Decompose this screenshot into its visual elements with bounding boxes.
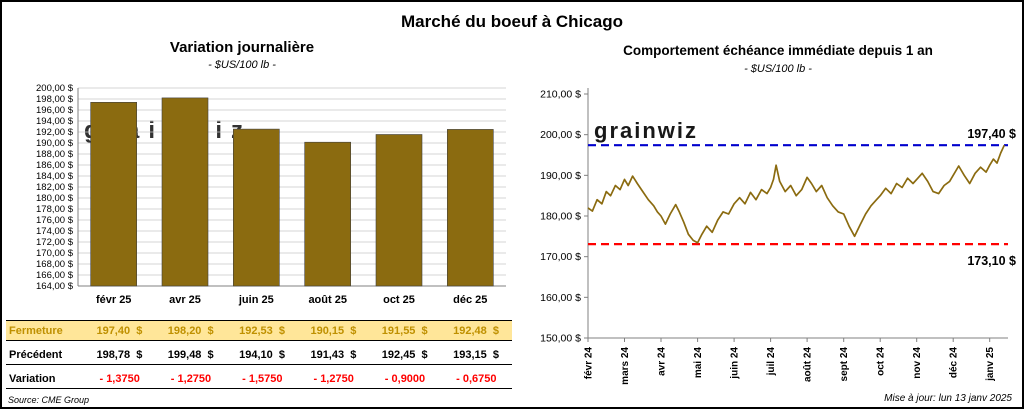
y-tick-label: 166,00 $ (36, 270, 74, 281)
table-cell: 191,43 $ (310, 348, 357, 361)
y-tick-label: 200,00 $ (540, 129, 581, 141)
line-chart-subtitle: - $US/100 lb - (744, 63, 812, 75)
y-tick-label: 184,00 $ (36, 171, 74, 182)
table-cell: - 0,6750 (456, 372, 497, 385)
table-cell: 197,40 $ (96, 324, 143, 337)
page-title: Marché du boeuf à Chicago (401, 12, 623, 31)
x-tick-label: mai 24 (693, 347, 704, 379)
x-tick-label: déc 25 (453, 294, 487, 306)
line-chart-title: Comportement échéance immédiate depuis 1… (623, 43, 933, 58)
x-tick-label: oct 24 (876, 347, 887, 376)
y-tick-label: 170,00 $ (36, 248, 74, 259)
bar-chart-subtitle: - $US/100 lb - (208, 59, 276, 71)
y-tick-label: 190,00 $ (36, 138, 74, 149)
row-label: Fermeture (9, 324, 63, 337)
y-tick-label: 196,00 $ (36, 105, 74, 116)
row-label: Précédent (9, 348, 63, 361)
table-cell: 193,15 $ (453, 348, 499, 361)
y-tick-label: 180,00 $ (540, 211, 581, 223)
y-tick-label: 172,00 $ (36, 237, 74, 248)
y-tick-label: 200,00 $ (36, 83, 74, 94)
bar-chart: grainwiz200,00 $198,00 $196,00 $194,00 $… (36, 83, 506, 306)
table-cell: - 1,5750 (242, 372, 283, 385)
x-tick-label: déc 24 (949, 347, 960, 379)
x-tick-label: avr 25 (169, 294, 201, 306)
table-cell: 198,78 $ (96, 348, 143, 361)
table-row-precedent: Précédent 198,78 $ 199,48 $ 194,10 $ 191,43 … (6, 345, 512, 365)
table-cell: - 1,2750 (170, 372, 212, 385)
y-tick-label: 188,00 $ (36, 149, 74, 160)
line-chart: grainwiz 210,00 $ 200,00 $ 190,00 $ 180,00 $… (540, 88, 1016, 385)
y-tick-label: 150,00 $ (540, 333, 581, 345)
price-table: Fermeture 197,40 $ 198,20 $ 192,53 $ 190,15 … (6, 320, 512, 393)
table-cell: 191,55 $ (381, 324, 428, 337)
x-tick-label: févr 24 (584, 347, 595, 380)
y-tick-label: 192,00 $ (36, 127, 74, 138)
row-label: Variation (9, 372, 56, 385)
table-cell: 192,48 $ (453, 324, 499, 337)
bar (446, 129, 494, 287)
table-cell: - 0,9000 (384, 372, 426, 385)
y-tick-label: 194,00 $ (36, 116, 74, 127)
table-cell: 199,48 $ (167, 348, 214, 361)
price-line (587, 144, 1006, 244)
x-tick-label: sept 24 (839, 347, 850, 382)
y-tick-label: 190,00 $ (540, 170, 581, 182)
y-tick-label: 198,00 $ (36, 94, 74, 105)
watermark: grainwiz (594, 118, 698, 143)
y-tick-label: 182,00 $ (36, 182, 74, 193)
y-tick-label: 176,00 $ (36, 215, 74, 226)
table-cell: - 1,3750 (99, 372, 140, 385)
y-tick-label: 170,00 $ (540, 251, 581, 263)
x-tick-label: nov 24 (912, 347, 923, 379)
x-tick-label: juin 24 (730, 347, 741, 380)
bar-chart-title: Variation journalière (169, 39, 315, 56)
y-tick-label: 168,00 $ (36, 259, 74, 270)
y-tick-label: 210,00 $ (540, 89, 581, 101)
y-tick-label: 178,00 $ (36, 204, 74, 215)
x-tick-label: juin 25 (238, 294, 274, 306)
x-tick-label: juil 24 (766, 347, 777, 377)
x-tick-label: oct 25 (383, 294, 415, 306)
x-tick-label: août 25 (308, 294, 347, 306)
x-tick-label: août 24 (803, 347, 814, 382)
y-tick-label: 186,00 $ (36, 160, 74, 171)
table-cell: 190,15 $ (310, 324, 357, 337)
y-tick-label: 174,00 $ (36, 226, 74, 237)
bar (161, 97, 209, 287)
x-tick-label: mars 24 (620, 347, 631, 385)
y-tick-label: 160,00 $ (540, 292, 581, 304)
x-tick-label: févr 25 (96, 294, 131, 306)
update-timestamp: Mise à jour: lun 13 janv 2025 (884, 393, 1012, 404)
high-line-label: 197,40 $ (967, 127, 1016, 141)
source-note: Source: CME Group (8, 395, 90, 405)
table-cell: 194,10 $ (239, 348, 285, 361)
table-cell: 192,53 $ (239, 324, 285, 337)
bar (233, 128, 280, 287)
table-cell: 198,20 $ (167, 324, 214, 337)
x-tick-label: avr 24 (657, 347, 668, 376)
bar (375, 134, 423, 287)
x-tick-label: janv 25 (985, 347, 996, 382)
table-cell: 192,45 $ (381, 348, 428, 361)
y-tick-label: 164,00 $ (36, 281, 74, 292)
low-line-label: 173,10 $ (967, 254, 1016, 268)
bar (304, 141, 352, 287)
table-row-variation: Variation - 1,3750 - 1,2750 - 1,5750 - 1,275… (6, 369, 512, 389)
bar (90, 101, 137, 287)
y-tick-label: 180,00 $ (36, 193, 74, 204)
table-row-fermeture: Fermeture 197,40 $ 198,20 $ 192,53 $ 190,15 … (6, 320, 512, 341)
table-cell: - 1,2750 (313, 372, 354, 385)
